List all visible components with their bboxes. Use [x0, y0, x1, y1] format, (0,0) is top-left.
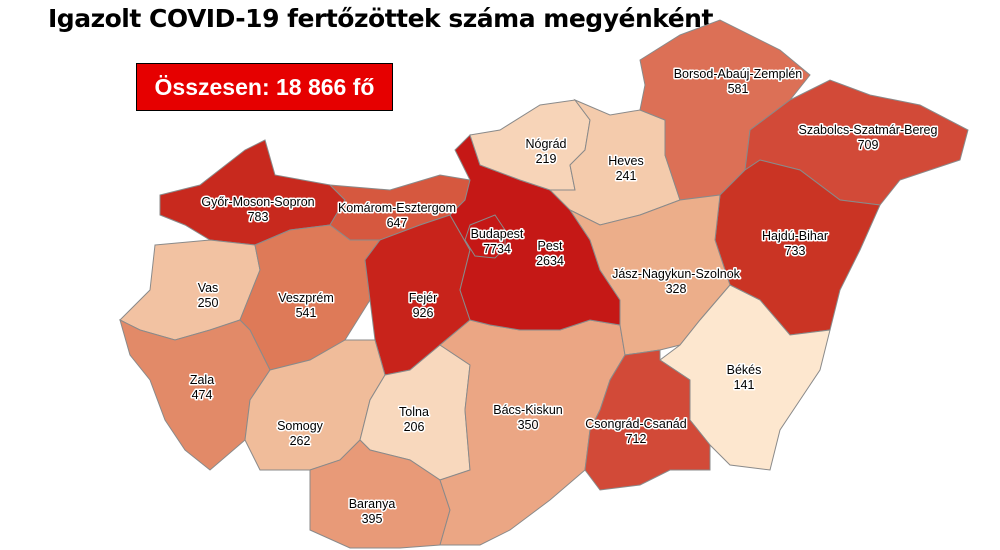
county-name-label: Veszprém: [278, 291, 334, 305]
map-title: Igazolt COVID-19 fertőzöttek száma megyé…: [48, 4, 713, 33]
county-value-label: 206: [404, 420, 425, 434]
total-badge: Összesen: 18 866 fő: [136, 63, 393, 111]
county-name-label: Somogy: [277, 419, 324, 433]
county-csongrad-csanad: [584, 349, 711, 491]
county-value-label: 541: [296, 306, 317, 320]
county-name-label: Zala: [190, 373, 214, 387]
county-value-label: 262: [290, 434, 311, 448]
county-name-label: Komárom-Esztergom: [338, 201, 456, 215]
county-bekes: [659, 284, 831, 471]
county-value-label: 328: [666, 282, 687, 296]
county-name-label: Hajdú-Bihar: [762, 229, 828, 243]
county-name-label: Vas: [198, 281, 219, 295]
county-value-label: 2634: [536, 254, 564, 268]
county-value-label: 250: [198, 296, 219, 310]
county-name-label: Tolna: [399, 405, 429, 419]
county-value-label: 7734: [483, 242, 511, 256]
county-budapest: [464, 214, 506, 259]
county-value-label: 219: [536, 152, 557, 166]
county-value-label: 395: [362, 512, 383, 526]
county-name-label: Nógrád: [526, 137, 567, 151]
county-value-label: 581: [728, 82, 749, 96]
county-value-label: 141: [734, 378, 755, 392]
county-name-label: Békés: [727, 363, 762, 377]
county-name-label: Borsod-Abaúj-Zemplén: [674, 67, 803, 81]
county-value-label: 733: [785, 244, 806, 258]
county-name-label: Baranya: [349, 497, 396, 511]
county-name-label: Csongrád-Csanád: [585, 417, 686, 431]
county-name-label: Heves: [608, 154, 643, 168]
county-value-label: 712: [626, 432, 647, 446]
county-name-label: Szabolcs-Szatmár-Bereg: [799, 123, 938, 137]
county-baranya: [309, 439, 451, 549]
county-name-label: Fejér: [409, 291, 437, 305]
county-name-label: Jász-Nagykun-Szolnok: [612, 267, 741, 281]
county-name-label: Budapest: [471, 227, 524, 241]
county-value-label: 783: [248, 210, 269, 224]
county-name-label: Pest: [537, 239, 563, 253]
county-value-label: 926: [413, 306, 434, 320]
county-name-label: Győr-Moson-Sopron: [201, 195, 314, 209]
county-value-label: 241: [616, 169, 637, 183]
county-name-label: Bács-Kiskun: [493, 403, 563, 417]
county-value-label: 474: [192, 388, 213, 402]
county-value-label: 350: [518, 418, 539, 432]
county-value-label: 709: [858, 138, 879, 152]
county-value-label: 647: [387, 216, 408, 230]
